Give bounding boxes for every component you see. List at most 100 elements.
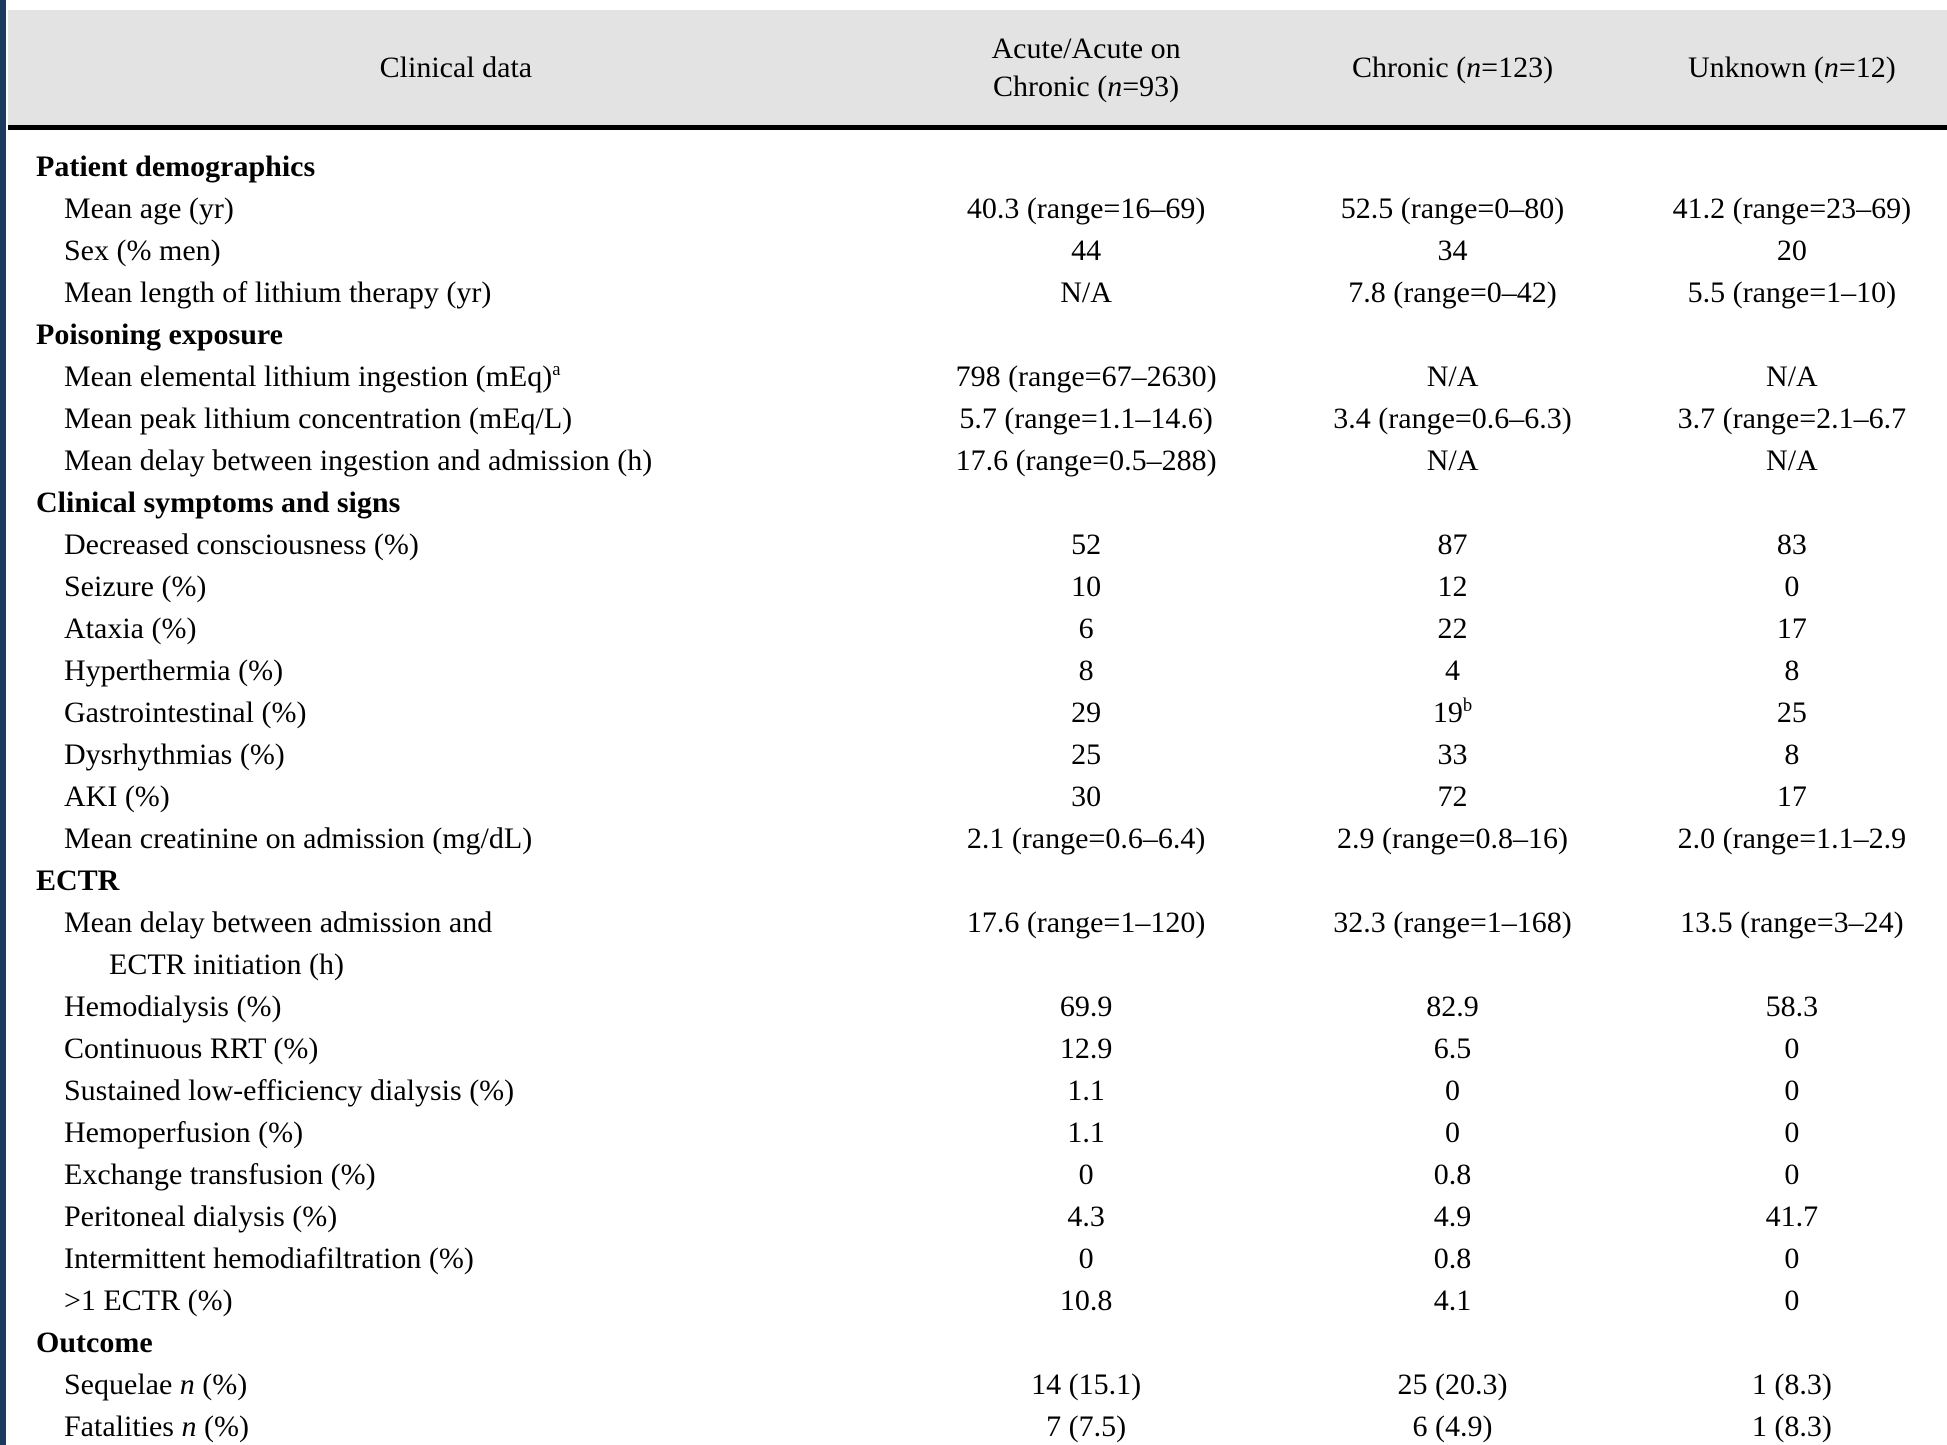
row-label: Hyperthermia (%) (64, 654, 284, 687)
cell-value: 25 (20.3) (1397, 1368, 1508, 1401)
cell-value: 69.9 (1059, 990, 1113, 1023)
table-row: Mean peak lithium concentration (mEq/L) 5… (8, 398, 1947, 440)
cell-value: 0 (1784, 1074, 1800, 1107)
table-row: Gastrointestinal (%) 29 19b 25 (8, 692, 1947, 734)
table-row: Mean elemental lithium ingestion (mEq)a 7… (8, 356, 1947, 398)
row-label: Intermittent hemodiafiltration (%) (64, 1242, 474, 1275)
row-label: Gastrointestinal (%) (64, 696, 307, 729)
section-label: Clinical symptoms and signs (36, 486, 401, 519)
cell-value: 798 (range=67–2630) (955, 360, 1217, 393)
table-row: Mean delay between ingestion and admissi… (8, 440, 1947, 482)
cell-value: 0 (1445, 1116, 1461, 1149)
cell-value: 33 (1437, 738, 1468, 771)
cell-value: 6.5 (1433, 1032, 1472, 1065)
row-label: Exchange transfusion (%) (64, 1158, 376, 1191)
cell-value: 87 (1437, 528, 1468, 561)
row-label: Sustained low-efficiency dialysis (%) (64, 1074, 515, 1107)
cell-value: 10 (1071, 570, 1102, 603)
row-label: Hemoperfusion (%) (64, 1116, 304, 1149)
cell-value: 20 (1776, 234, 1807, 267)
table-row: >1 ECTR (%) 10.8 4.1 0 (8, 1280, 1947, 1322)
cell-value: 19b (1432, 695, 1473, 729)
table-row: Mean creatinine on admission (mg/dL) 2.1 … (8, 818, 1947, 860)
row-label: Mean age (yr) (64, 192, 234, 225)
cell-value: N/A (1426, 444, 1479, 477)
table-row: Peritoneal dialysis (%) 4.3 4.9 41.7 (8, 1196, 1947, 1238)
cell-value: 1.1 (1067, 1074, 1105, 1107)
table-row: Fatalities n (%) 7 (7.5) 6 (4.9) 1 (8.3) (8, 1406, 1947, 1445)
cell-value: 0.8 (1433, 1158, 1472, 1191)
row-label: Sex (% men) (64, 234, 221, 267)
table-row: Continuous RRT (%) 12.9 6.5 0 (8, 1028, 1947, 1070)
cell-value: 34 (1437, 234, 1468, 267)
cell-value: 25 (1071, 738, 1102, 771)
section-label: Poisoning exposure (36, 318, 283, 351)
cell-value: 4 (1445, 654, 1461, 687)
column-header-chronic: Chronic (n=123) (1352, 50, 1554, 84)
cell-value: 72 (1437, 780, 1468, 813)
row-label: Sequelae n (%) (64, 1368, 248, 1401)
row-label: Fatalities n (%) (64, 1410, 249, 1443)
table-row: Hemodialysis (%) 69.9 82.9 58.3 (8, 986, 1947, 1028)
cell-value: 14 (15.1) (1031, 1368, 1142, 1401)
section-row: ECTR (8, 860, 1947, 902)
row-label: Peritoneal dialysis (%) (64, 1200, 338, 1233)
section-label: Patient demographics (36, 150, 316, 183)
table-row: Hemoperfusion (%) 1.1 0 0 (8, 1112, 1947, 1154)
cell-value: 7 (7.5) (1046, 1410, 1127, 1443)
cell-value: 52.5 (range=0–80) (1340, 192, 1565, 225)
section-label: Outcome (36, 1326, 153, 1359)
cell-value: 0 (1784, 1116, 1800, 1149)
cell-value: 3.7 (range=2.1–6.7 (1677, 402, 1907, 435)
row-label: AKI (%) (64, 780, 170, 813)
cell-value: 0 (1784, 570, 1800, 603)
cell-value: 0.8 (1433, 1242, 1472, 1275)
row-label: >1 ECTR (%) (64, 1284, 233, 1317)
cell-value: 0 (1784, 1032, 1800, 1065)
cell-value: 0 (1078, 1158, 1094, 1191)
cell-value: 2.1 (range=0.6–6.4) (966, 822, 1206, 855)
cell-value: N/A (1426, 360, 1479, 393)
row-label: Hemodialysis (%) (64, 990, 282, 1023)
row-label: Mean length of lithium therapy (yr) (64, 276, 492, 309)
cell-value: N/A (1766, 360, 1818, 393)
column-header-acute: Acute/Acute on Chronic (n=93) (991, 31, 1181, 103)
cell-value: 32.3 (range=1–168) (1333, 906, 1572, 939)
cell-value: 52 (1071, 528, 1102, 561)
cell-value: 3.4 (range=0.6–6.3) (1333, 402, 1572, 435)
cell-value: 8 (1078, 654, 1094, 687)
table-row: AKI (%) 30 72 17 (8, 776, 1947, 818)
row-label: Mean elemental lithium ingestion (mEq)a (64, 359, 561, 393)
table-row: Sex (% men) 44 34 20 (8, 230, 1947, 272)
row-label: Decreased consciousness (%) (64, 528, 419, 561)
cell-value: 12 (1437, 570, 1468, 603)
cell-value: 41.2 (range=23–69) (1672, 192, 1912, 225)
cell-value: 6 (4.9) (1412, 1410, 1493, 1443)
column-header-unknown: Unknown (n=12) (1687, 50, 1896, 84)
cell-value: 5.7 (range=1.1–14.6) (959, 402, 1213, 435)
left-accent-border (0, 0, 6, 1445)
cell-value: 58.3 (1765, 990, 1819, 1023)
table-row: Decreased consciousness (%) 52 87 83 (8, 524, 1947, 566)
cell-value: 40.3 (range=16–69) (966, 192, 1206, 225)
cell-value: 44 (1071, 234, 1102, 267)
table-row: Sequelae n (%) 14 (15.1) 25 (20.3) 1 (8.3) (8, 1364, 1947, 1406)
cell-value: 8 (1784, 654, 1800, 687)
table-row: Exchange transfusion (%) 0 0.8 0 (8, 1154, 1947, 1196)
table-row: Seizure (%) 10 12 0 (8, 566, 1947, 608)
table-row: Hyperthermia (%) 8 4 8 (8, 650, 1947, 692)
clinical-data-table: Clinical data Acute/Acute on Chronic (n=9… (8, 10, 1947, 1445)
cell-value: 13.5 (range=3–24) (1680, 906, 1904, 939)
cell-value: 1 (8.3) (1751, 1368, 1832, 1401)
cell-value: 17 (1776, 780, 1807, 813)
cell-value: 6 (1078, 612, 1094, 645)
cell-value: 17.6 (range=0.5–288) (955, 444, 1217, 477)
row-label: Dysrhythmias (%) (64, 738, 285, 771)
cell-value: 5.5 (range=1–10) (1687, 276, 1897, 309)
table-row: Mean delay between admission and ECTR in… (8, 902, 1947, 986)
section-label: ECTR (36, 864, 120, 897)
table-header: Clinical data Acute/Acute on Chronic (n=9… (8, 10, 1947, 130)
cell-value: 30 (1071, 780, 1102, 813)
table-body: Patient demographics Mean age (yr) 40.3 (r… (8, 130, 1947, 1445)
cell-value: 1.1 (1067, 1116, 1105, 1149)
